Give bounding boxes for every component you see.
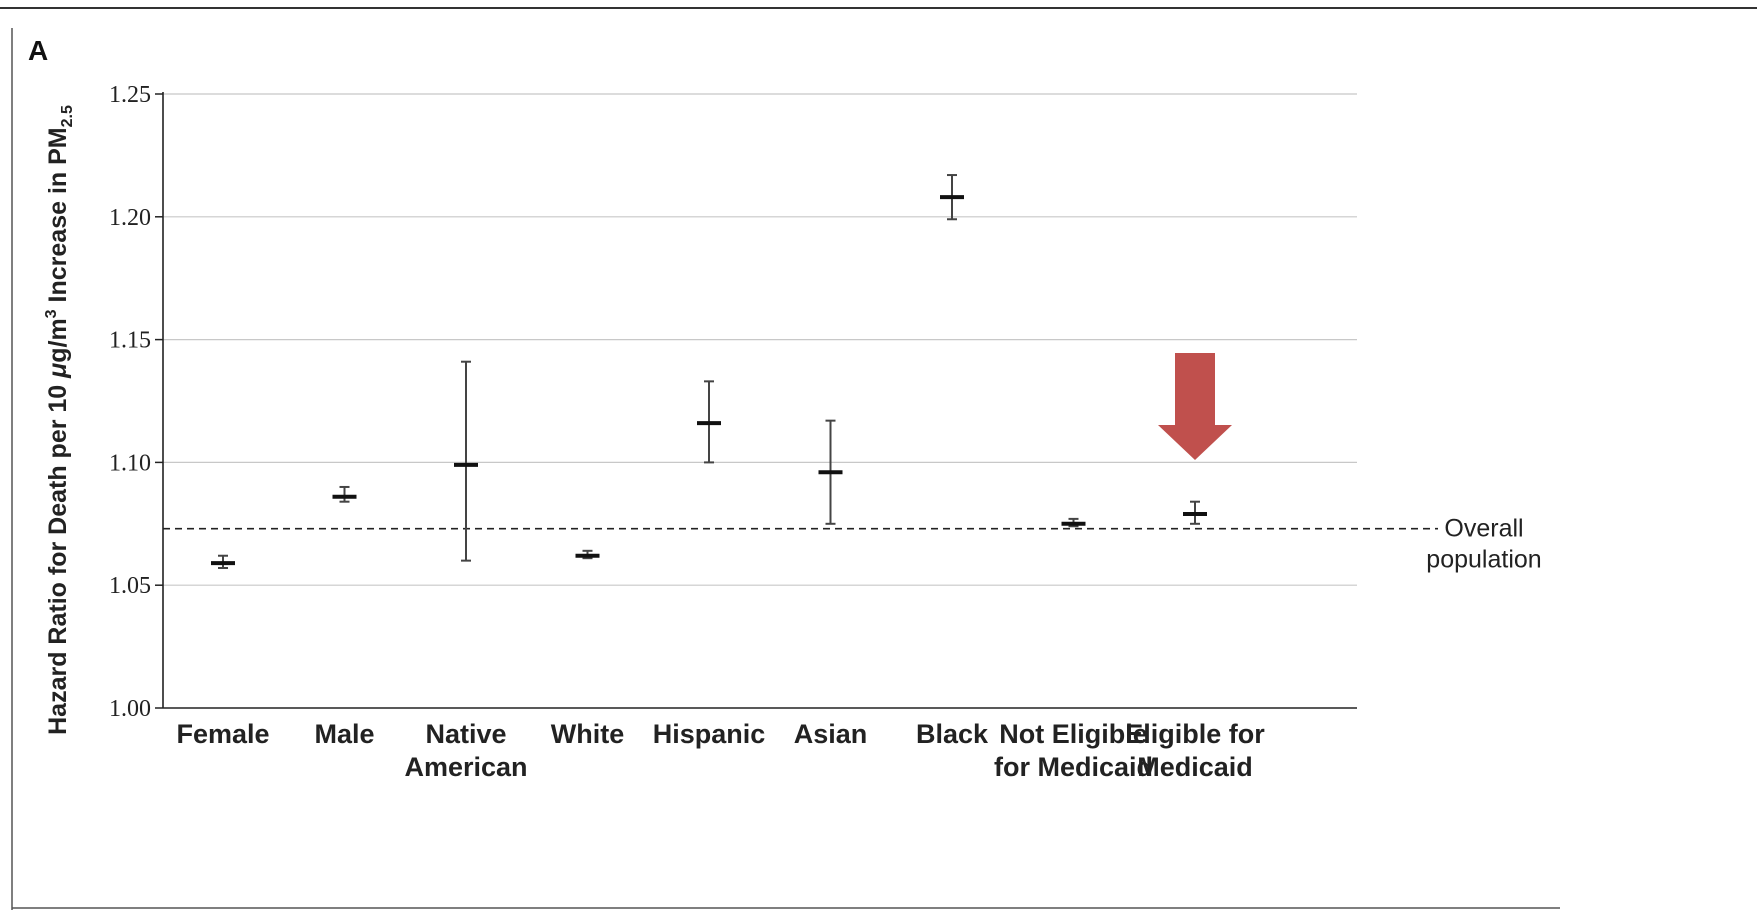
data-point xyxy=(332,485,357,503)
data-point xyxy=(818,419,843,525)
x-tick-label: Female xyxy=(176,719,269,749)
data-point xyxy=(1183,500,1207,525)
y-axis-title-after: Increase in PM xyxy=(44,127,72,309)
x-tick-label: for Medicaid xyxy=(994,752,1153,782)
x-tick-label: White xyxy=(551,719,625,749)
data-point xyxy=(1061,517,1086,528)
y-tick-label: 1.15 xyxy=(109,328,151,354)
data-point xyxy=(211,554,235,570)
axes: 1.00 1.05 1.10 1.15 1.20 1.25 xyxy=(109,82,1357,722)
data-point xyxy=(940,174,964,221)
x-tick-label: Not Eligible xyxy=(999,719,1148,749)
x-tick-label: Black xyxy=(916,719,989,749)
y-tick-label: 1.25 xyxy=(109,82,151,108)
data-point xyxy=(575,549,600,560)
reference-line-group: Overall population xyxy=(163,515,1542,574)
highlight-group xyxy=(1158,353,1232,460)
y-axis-title-sup: 3 xyxy=(43,309,60,318)
highlight-arrow-icon xyxy=(1158,353,1232,460)
x-tick-label: American xyxy=(404,752,527,782)
y-axis-title-main: Hazard Ratio for Death per 10 xyxy=(44,378,72,735)
y-axis-title-mu: μ xyxy=(44,363,72,379)
y-tick-label: 1.20 xyxy=(109,205,151,231)
data-point xyxy=(454,360,478,562)
data-point xyxy=(697,380,721,464)
reference-line-label: population xyxy=(1426,546,1541,574)
x-tick-label: Medicaid xyxy=(1137,752,1253,782)
marks xyxy=(211,174,1207,570)
x-tick-label: Male xyxy=(314,719,374,749)
y-tick-label: 1.05 xyxy=(109,573,151,599)
panel-letter: A xyxy=(28,35,48,66)
x-tick-label: Eligible for xyxy=(1125,719,1265,749)
grid xyxy=(163,93,1357,586)
x-tick-label: Asian xyxy=(794,719,868,749)
x-tick-label: Native xyxy=(425,719,506,749)
y-tick-label: 1.00 xyxy=(109,696,151,722)
y-axis-title: Hazard Ratio for Death per 10 μg/m3 Incr… xyxy=(43,105,76,735)
x-tick-label: Hispanic xyxy=(653,719,766,749)
reference-line-label: Overall xyxy=(1444,515,1523,543)
y-axis-title-sub: 2.5 xyxy=(59,105,76,127)
y-tick-label: 1.10 xyxy=(109,450,151,476)
y-axis-title-unit: g/m xyxy=(44,318,72,362)
